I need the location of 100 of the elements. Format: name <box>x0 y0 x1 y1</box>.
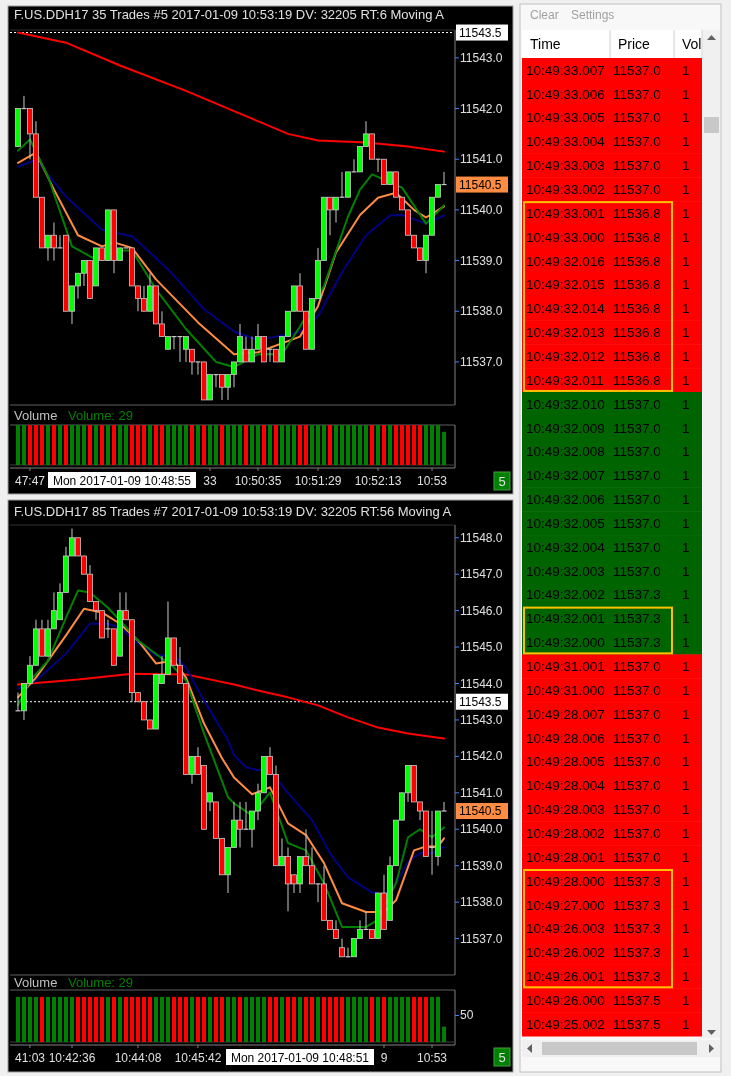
category-label: 10:49:32.000 <box>526 635 605 651</box>
category-label: 10:49:33.004 <box>526 134 606 150</box>
x-tick-label: 10:52:13 <box>354 474 402 488</box>
y-tick-label: 11545.0 <box>460 640 503 655</box>
y-tick-label: 11541.0 <box>460 152 503 167</box>
chart-title: Volume <box>14 975 58 990</box>
data-label: 1 <box>682 802 690 818</box>
category-label: 10:49:25.002 <box>526 1016 605 1032</box>
category-label: 10:49:26.002 <box>526 945 605 961</box>
x-tick-label: 10:42:36 <box>48 1051 96 1065</box>
data-label: 11537.3 <box>613 635 661 651</box>
text: 5 <box>498 474 506 489</box>
data-label: 1 <box>682 754 690 770</box>
data-label: 11537.0 <box>613 134 661 150</box>
category-label: 10:49:32.008 <box>526 444 605 460</box>
y-tick-label: 11540.0 <box>460 202 503 217</box>
category-label: 10:49:32.015 <box>526 277 605 293</box>
category-label: 10:49:33.002 <box>526 181 605 197</box>
data-label: 11537.0 <box>613 181 661 197</box>
chart-subtitle: Volume: 29 <box>68 408 134 423</box>
data-label: 1 <box>682 181 690 197</box>
data-label: 11537.0 <box>613 515 661 531</box>
y-tick-label: 11547.0 <box>460 567 503 582</box>
data-label: 1 <box>682 301 690 317</box>
y-tick-label: 11539.0 <box>460 858 503 873</box>
category-label: 10:49:26.001 <box>526 969 605 985</box>
data-label: 11537.0 <box>613 849 661 865</box>
data-label: 11537.0 <box>613 396 661 412</box>
category-label: 10:49:28.004 <box>526 778 606 794</box>
category-label: 10:49:33.007 <box>526 62 605 78</box>
category-label: 10:49:33.006 <box>526 86 605 102</box>
data-label: 1 <box>682 86 690 102</box>
data-label: 1 <box>682 515 690 531</box>
data-label: 11537.0 <box>613 563 661 579</box>
x-tick-label: 41:03 <box>14 1051 46 1065</box>
category-label: 10:49:32.011 <box>526 372 604 388</box>
category-label: 10:49:26.000 <box>526 992 605 1008</box>
data-label: 1 <box>682 158 690 174</box>
text: Mon 2017-01-09 10:48:55 <box>52 474 192 488</box>
y-tick-label: 11544.0 <box>460 676 503 691</box>
y-tick-label: 11538.0 <box>460 895 503 910</box>
y-tick-label: 11542.0 <box>460 101 503 116</box>
category-label: 10:49:33.003 <box>526 158 605 174</box>
data-label: 11537.3 <box>613 897 661 913</box>
data-label: 1 <box>682 849 690 865</box>
data-label: 1 <box>682 62 690 78</box>
data-label: 1 <box>682 110 690 126</box>
data-label: 11537.0 <box>613 754 661 770</box>
category-label: 10:49:28.003 <box>526 802 605 818</box>
data-label: 11537.0 <box>613 539 661 555</box>
data-label: 1 <box>682 444 690 460</box>
x-tick-label: 10:50:35 <box>234 474 282 488</box>
data-label: 11537.3 <box>613 611 661 627</box>
y-tick-label: 11548.0 <box>460 530 503 545</box>
data-label: 1 <box>682 325 690 341</box>
text: Time <box>530 36 561 52</box>
category-label: 10:49:33.005 <box>526 110 605 126</box>
category-label: 10:49:28.000 <box>526 873 605 889</box>
ref-line-label: 11543.5 <box>459 25 502 40</box>
y-tick-label: 11540.0 <box>460 822 503 837</box>
data-label: 1 <box>682 563 690 579</box>
data-label: 1 <box>682 468 690 484</box>
category-label: 10:49:33.001 <box>526 205 605 221</box>
data-label: 11537.0 <box>613 826 661 842</box>
category-label: 10:49:32.002 <box>526 587 605 603</box>
data-label: 1 <box>682 253 690 269</box>
data-label: 1 <box>682 730 690 746</box>
x-tick-label: 10:45:42 <box>174 1051 222 1065</box>
data-label: 11537.0 <box>613 86 661 102</box>
category-label: 10:49:32.007 <box>526 468 605 484</box>
chart-title: Volume <box>14 408 58 423</box>
category-label: 10:49:28.002 <box>526 826 605 842</box>
data-label: 11537.0 <box>613 158 661 174</box>
data-label: 11537.5 <box>613 1016 661 1032</box>
category-label: 10:49:28.001 <box>526 849 605 865</box>
category-label: 10:49:32.005 <box>526 515 605 531</box>
series-label: Vol <box>682 36 702 52</box>
data-label: 1 <box>682 205 690 221</box>
y-tick-label: 11541.0 <box>460 785 503 800</box>
y-tick-label: 11537.0 <box>460 931 503 946</box>
chart-subtitle: Volume: 29 <box>68 975 134 990</box>
data-label: 1 <box>682 897 690 913</box>
data-label: 1 <box>682 134 690 150</box>
data-label: 1 <box>682 921 690 937</box>
category-label: 10:49:27.000 <box>526 897 605 913</box>
data-label: 1 <box>682 1016 690 1032</box>
data-label: 1 <box>682 420 690 436</box>
y-tick-label: 11537.0 <box>460 354 503 369</box>
data-label: 1 <box>682 229 690 245</box>
y-tick-label: 11546.0 <box>460 603 503 618</box>
data-label: 1 <box>682 682 690 698</box>
data-label: 1 <box>682 945 690 961</box>
text: Clear <box>530 8 559 22</box>
category-label: 10:49:32.004 <box>526 539 606 555</box>
data-label: 11537.0 <box>613 492 661 508</box>
data-label: 1 <box>682 348 690 364</box>
data-label: 11537.0 <box>613 659 661 675</box>
data-label: 11537.3 <box>613 921 661 937</box>
text: Settings <box>571 8 615 22</box>
data-label: 11537.0 <box>613 468 661 484</box>
